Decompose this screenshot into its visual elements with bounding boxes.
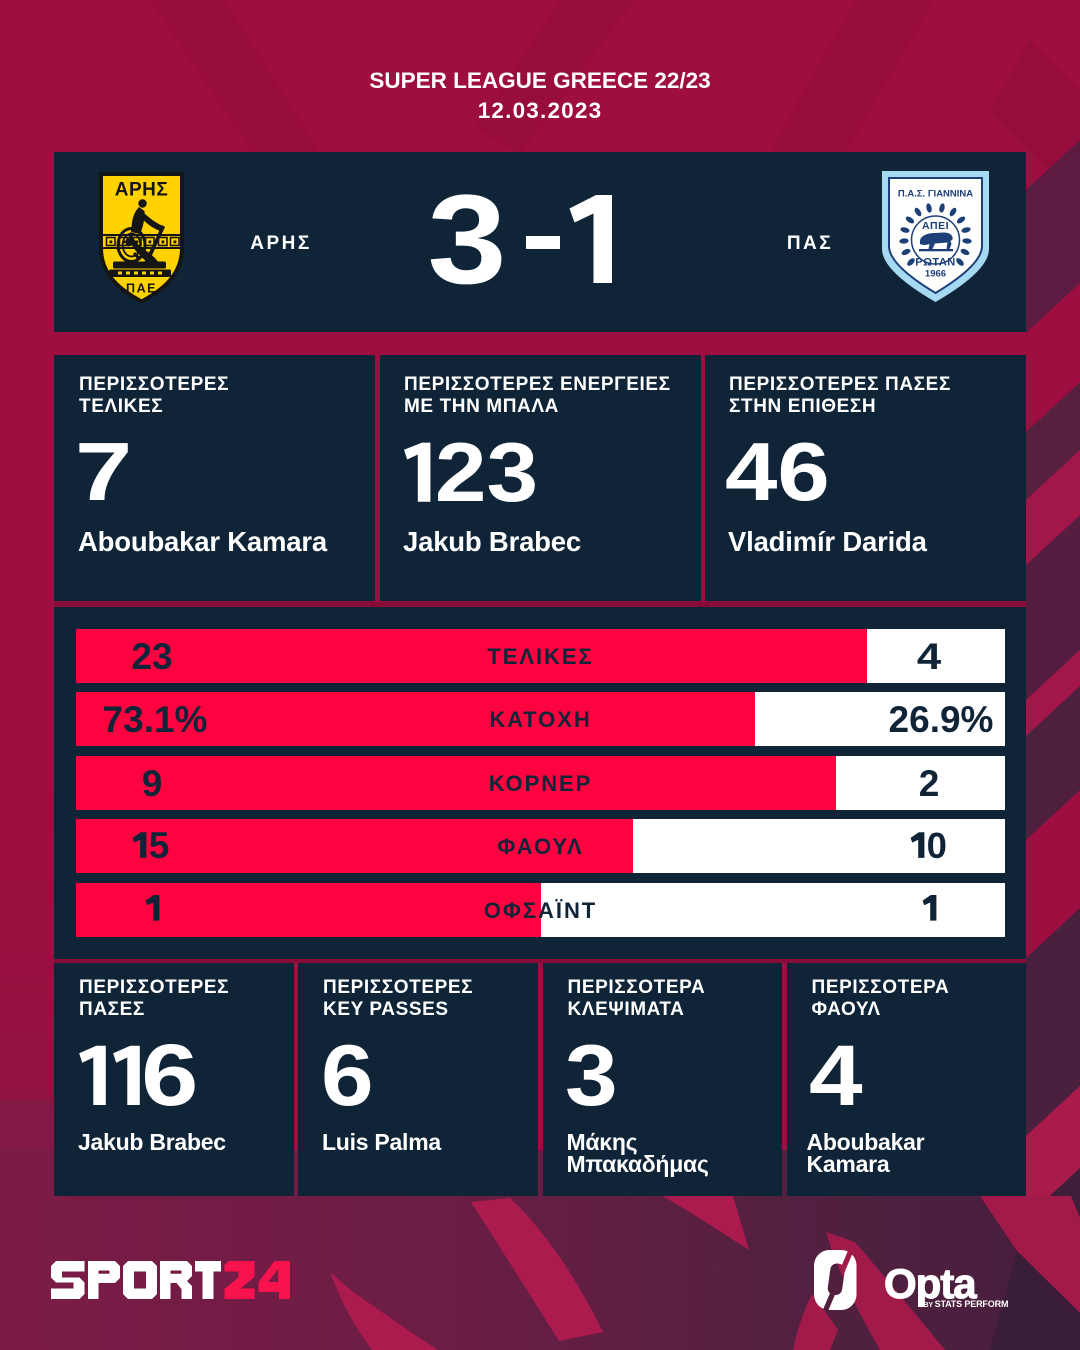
svg-text:6: 6 xyxy=(141,1038,198,1108)
svg-text:ΠΑΕ: ΠΑΕ xyxy=(126,282,157,296)
svg-text:5: 5 xyxy=(149,832,170,860)
svg-text:ΡΩΤΑΝ: ΡΩΤΑΝ xyxy=(915,257,955,269)
svg-text:0: 0 xyxy=(926,832,946,860)
svg-text:ΑΠΕΙ: ΑΠΕΙ xyxy=(922,220,949,232)
svg-text:Opta: Opta xyxy=(884,1260,977,1307)
svg-text:BY STATS PERFORM: BY STATS PERFORM xyxy=(924,1299,1009,1309)
svg-text:23: 23 xyxy=(435,438,538,508)
svg-text:1966: 1966 xyxy=(925,269,946,280)
svg-text:ΑΡΗΣ: ΑΡΗΣ xyxy=(115,180,169,201)
svg-text:Π.Α.Σ. ΓΙΑΝΝΙΝΑ: Π.Α.Σ. ΓΙΑΝΝΙΝΑ xyxy=(898,189,973,200)
